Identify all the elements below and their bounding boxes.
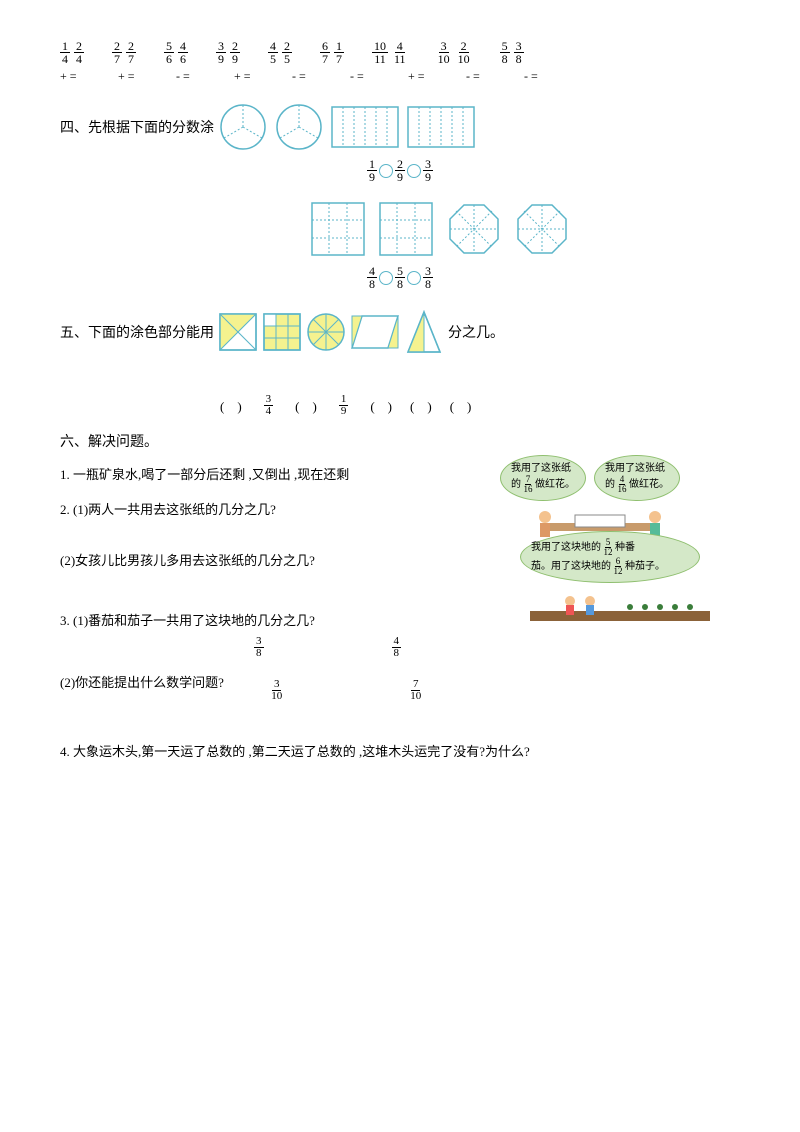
square-grid-shape: [308, 199, 368, 259]
fraction-problems-row: 1424 2727 5646 3929 4525 6717 1011411 31…: [60, 40, 740, 65]
section4-expr2: 48 58 38: [60, 265, 740, 290]
square-diag-shape: [218, 312, 258, 352]
section4-expr1: 19 29 39: [60, 158, 740, 183]
speech-bubble: 我用了这张纸的 716 做红花。: [500, 455, 586, 501]
circle-eighths-shape: [306, 312, 346, 352]
section4-title-row: 四、先根据下面的分数涂: [60, 102, 740, 152]
q4: 4. 大象运木头,第一天运了总数的 ,第二天运了总数的 ,这堆木头运完了没有?为…: [60, 742, 740, 763]
blank: ( ): [295, 396, 317, 415]
blank: ( ): [370, 396, 392, 415]
section5-title-before: 五、下面的涂色部分能用: [60, 322, 214, 342]
section5-answers: ( ) 34 ( ) 19 ( ) ( ) ( ): [220, 394, 740, 417]
q2b: (2)女孩儿比男孩儿多用去这张纸的几分之几? 我用了这块地的 512 种番 茄。…: [60, 551, 740, 572]
rect-grid-shape: [406, 105, 476, 149]
speech-bubble: 我用了这张纸的 416 做红花。: [594, 455, 680, 501]
q3b: (2)你还能提出什么数学问题? 310 710: [60, 673, 740, 702]
q3a: 3. (1)番茄和茄子一共用了这块地的几分之几? 38 48: [60, 611, 740, 659]
section5-row: 五、下面的涂色部分能用 分之几。: [60, 310, 740, 354]
blank: ( ): [450, 396, 472, 415]
section4-row2: [140, 199, 740, 259]
circle-thirds-shape: [218, 102, 268, 152]
octagon-shape: [512, 199, 572, 259]
blank: ( ): [220, 396, 242, 415]
q2a: 2. (1)两人一共用去这张纸的几分之几?: [60, 500, 740, 521]
section5-title-after: 分之几。: [448, 322, 504, 342]
triangle-shape: [404, 310, 444, 354]
blank: ( ): [410, 396, 432, 415]
speech-bubble: 我用了这块地的 512 种番 茄。用了这块地的 612 种茄子。: [520, 531, 700, 583]
octagon-shape: [444, 199, 504, 259]
section6-title: 六、解决问题。: [60, 431, 740, 451]
square-grid-shape: [376, 199, 436, 259]
parallelogram-shape: [350, 312, 400, 352]
grid-3x3-shape: [262, 312, 302, 352]
circle-thirds-shape: [274, 102, 324, 152]
q1: 1. 一瓶矿泉水,喝了一部分后还剩 ,又倒出 ,现在还剩 我用了这张纸的 716…: [60, 465, 740, 486]
operators-row: + =+ =- =+ =- =- =+ =- =- =: [60, 69, 740, 84]
section4-title: 四、先根据下面的分数涂: [60, 117, 214, 137]
rect-grid-shape: [330, 105, 400, 149]
